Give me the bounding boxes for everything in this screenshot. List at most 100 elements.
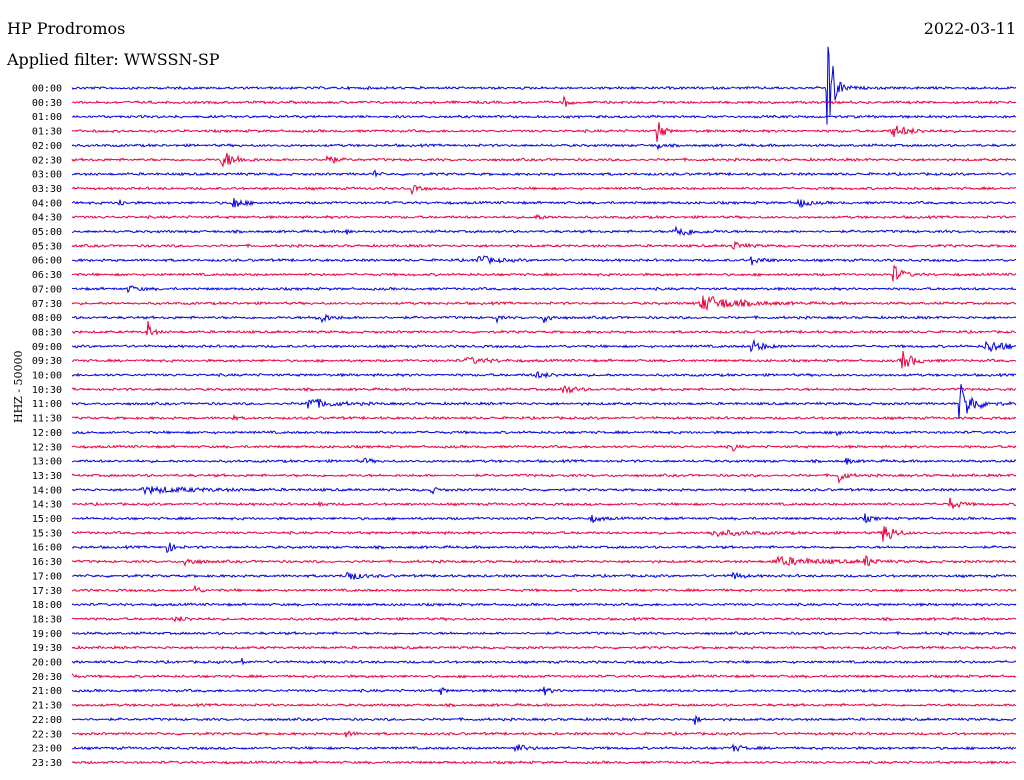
time-tick-label: 01:00 <box>32 112 62 123</box>
time-tick-label: 16:00 <box>32 543 62 554</box>
seismic-trace-line <box>71 673 1017 679</box>
time-tick-label: 12:00 <box>32 428 62 439</box>
time-tick-label: 17:30 <box>32 586 62 597</box>
seismic-trace-line <box>71 225 1017 237</box>
time-tick-label: 22:00 <box>32 715 62 726</box>
seismic-trace-line <box>71 152 1017 168</box>
seismic-trace-line <box>71 385 1017 395</box>
seismic-trace-line <box>71 658 1017 666</box>
seismic-trace-line <box>71 255 1017 266</box>
seismic-trace-line <box>71 760 1017 765</box>
seismic-trace-line <box>71 265 1017 282</box>
seismic-trace-line <box>71 730 1017 738</box>
seismic-trace-line <box>71 142 1017 151</box>
time-tick-label: 22:30 <box>32 729 62 740</box>
seismic-trace-line <box>71 313 1017 325</box>
time-tick-label: 07:30 <box>32 299 62 310</box>
time-tick-label: 10:00 <box>32 371 62 382</box>
time-tick-label: 03:00 <box>32 170 62 181</box>
time-tick-label: 13:30 <box>32 471 62 482</box>
seismic-trace-line <box>71 571 1017 580</box>
time-tick-label: 21:30 <box>32 701 62 712</box>
time-tick-label: 10:30 <box>32 385 62 396</box>
seismic-trace-line <box>71 321 1017 336</box>
time-tick-label: 18:30 <box>32 614 62 625</box>
seismic-trace-line <box>71 350 1017 369</box>
seismic-trace-line <box>71 185 1017 196</box>
time-tick-label: 19:30 <box>32 643 62 654</box>
time-tick-label: 02:00 <box>32 141 62 152</box>
seismic-trace-line <box>71 338 1017 353</box>
time-tick-label: 11:30 <box>32 414 62 425</box>
seismic-trace-line <box>71 485 1017 496</box>
time-tick-label: 23:30 <box>32 758 62 769</box>
seismic-trace-line <box>71 295 1017 312</box>
time-tick-label: 01:30 <box>32 127 62 138</box>
seismic-trace-line <box>71 240 1017 250</box>
time-tick-label: 13:00 <box>32 457 62 468</box>
time-tick-label: 06:00 <box>32 256 62 267</box>
seismic-trace-line <box>71 542 1017 554</box>
station-title: HP Prodromos <box>7 19 126 38</box>
time-tick-label: 05:30 <box>32 241 62 252</box>
time-tick-label: 08:30 <box>32 327 62 338</box>
time-tick-label: 18:00 <box>32 600 62 611</box>
seismic-trace-line <box>71 702 1017 708</box>
time-tick-label: 14:00 <box>32 485 62 496</box>
seismic-trace-line <box>71 585 1017 593</box>
time-tick-label: 15:00 <box>32 514 62 525</box>
time-tick-label: 11:00 <box>32 399 62 410</box>
seismic-trace-line <box>71 645 1017 651</box>
seismic-trace-line <box>71 197 1017 209</box>
seismic-trace-line <box>71 616 1017 623</box>
seismic-trace-line <box>71 444 1017 452</box>
time-tick-label: 14:30 <box>32 500 62 511</box>
seismic-trace-line <box>71 472 1017 485</box>
time-tick-label: 08:00 <box>32 313 62 324</box>
time-tick-label: 20:00 <box>32 658 62 669</box>
time-tick-label: 07:00 <box>32 284 62 295</box>
time-tick-label: 20:30 <box>32 672 62 683</box>
seismic-trace-line <box>71 686 1017 696</box>
seismic-trace-line <box>71 370 1017 379</box>
time-tick-label: 02:30 <box>32 155 62 166</box>
filter-label: Applied filter: WWSSN-SP <box>7 50 220 69</box>
seismic-trace-line <box>71 384 1017 420</box>
time-tick-label: 03:30 <box>32 184 62 195</box>
seismic-trace-line <box>71 602 1017 608</box>
seismic-trace-line <box>71 457 1017 465</box>
time-tick-label: 09:30 <box>32 356 62 367</box>
time-tick-label: 21:00 <box>32 686 62 697</box>
time-tick-label: 06:30 <box>32 270 62 281</box>
seismic-trace-line <box>71 526 1017 542</box>
time-tick-label: 09:00 <box>32 342 62 353</box>
seismic-trace-line <box>71 630 1017 636</box>
seismic-trace-line <box>71 95 1017 107</box>
seismic-trace-line <box>71 114 1017 120</box>
time-tick-label: 04:00 <box>32 198 62 209</box>
time-tick-label: 12:30 <box>32 442 62 453</box>
seismic-trace-line <box>71 555 1017 567</box>
time-tick-label: 04:30 <box>32 213 62 224</box>
seismic-trace-line <box>71 513 1017 524</box>
seismic-trace-line <box>71 743 1017 753</box>
seismic-trace-line <box>71 714 1017 725</box>
time-tick-label: 00:30 <box>32 98 62 109</box>
seismic-trace-line <box>71 429 1017 437</box>
seismic-trace-line <box>71 497 1017 509</box>
date-label: 2022-03-11 <box>923 19 1016 38</box>
seismic-trace-line <box>71 213 1017 220</box>
seismic-trace-line <box>71 285 1017 294</box>
time-tick-label: 05:00 <box>32 227 62 238</box>
time-tick-label: 00:00 <box>32 84 62 95</box>
seismic-trace-line <box>71 46 1017 125</box>
time-tick-label: 16:30 <box>32 557 62 568</box>
time-tick-label: 17:00 <box>32 571 62 582</box>
seismic-trace-line <box>71 413 1017 422</box>
time-tick-label: 23:00 <box>32 744 62 755</box>
seismic-trace-line <box>71 122 1017 143</box>
time-tick-label: 19:00 <box>32 629 62 640</box>
seismic-trace-line <box>71 169 1017 179</box>
time-tick-label: 15:30 <box>32 528 62 539</box>
